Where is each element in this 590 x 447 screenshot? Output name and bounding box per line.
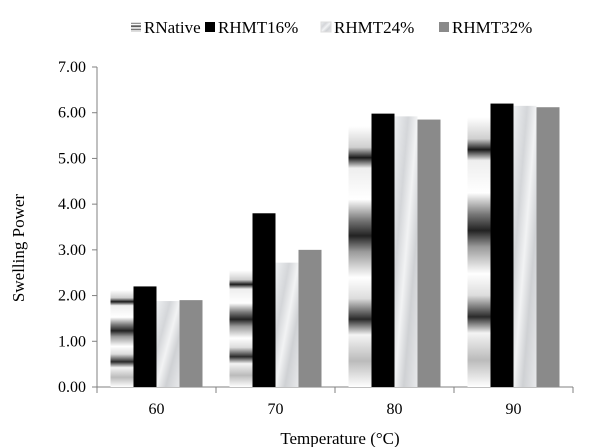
y-axis-title: Swelling Power bbox=[9, 194, 28, 302]
bar-rnative-80 bbox=[348, 126, 372, 387]
legend-label: RHMT24% bbox=[334, 18, 414, 37]
bar-rnative-90 bbox=[467, 117, 491, 388]
y-tick-label: 6.00 bbox=[58, 105, 86, 122]
bar-rhmt24--80 bbox=[394, 116, 418, 387]
legend-label: RHMT16% bbox=[218, 18, 298, 37]
x-axis-title: Temperature (°C) bbox=[280, 429, 399, 447]
x-tick-label: 90 bbox=[506, 401, 522, 418]
y-axis: 0.00 1.00 2.00 3.00 4.00 5.00 6.00 7.00 bbox=[58, 59, 98, 396]
bar-rnative-70 bbox=[229, 270, 253, 387]
bar-rhmt24--70 bbox=[275, 262, 299, 387]
bar-rhmt16--80 bbox=[371, 113, 395, 387]
bar-rhmt16--70 bbox=[252, 213, 276, 387]
bar-rnative-60 bbox=[110, 290, 134, 387]
legend-swatch bbox=[205, 22, 215, 32]
bar-rhmt16--60 bbox=[133, 286, 157, 387]
y-tick-label: 3.00 bbox=[58, 242, 86, 259]
bar-rhmt32--90 bbox=[536, 107, 560, 387]
bar-rhmt16--90 bbox=[490, 103, 514, 388]
y-tick-label: 0.00 bbox=[58, 379, 86, 396]
x-tick-label: 80 bbox=[387, 401, 403, 418]
bar-rhmt24--90 bbox=[513, 105, 537, 387]
bar-rhmt32--70 bbox=[298, 249, 322, 387]
y-tick-label: 2.00 bbox=[58, 288, 86, 305]
bar-rhmt32--80 bbox=[417, 119, 441, 388]
legend-label: RHMT32% bbox=[452, 18, 532, 37]
x-tick-label: 60 bbox=[149, 401, 165, 418]
legend-swatch bbox=[439, 22, 449, 32]
legend-label: RNative bbox=[144, 18, 201, 37]
y-tick-label: 1.00 bbox=[58, 333, 86, 350]
y-tick-label: 7.00 bbox=[58, 59, 86, 76]
bar-rhmt32--60 bbox=[179, 300, 203, 387]
legend-swatch bbox=[131, 22, 141, 32]
legend: RNative RHMT16% RHMT24% RHMT32% bbox=[131, 18, 532, 37]
bars bbox=[110, 103, 560, 388]
bar-rhmt24--60 bbox=[156, 301, 180, 387]
y-tick-label: 5.00 bbox=[58, 150, 86, 167]
legend-swatch bbox=[320, 21, 332, 33]
y-tick-label: 4.00 bbox=[58, 196, 86, 213]
x-axis: 60 70 80 90 bbox=[96, 386, 574, 418]
x-tick-label: 70 bbox=[268, 401, 284, 418]
